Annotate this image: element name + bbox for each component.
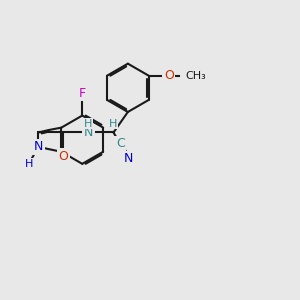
Text: CH₃: CH₃: [185, 71, 206, 81]
Text: H: H: [109, 118, 118, 129]
Text: C: C: [116, 137, 124, 151]
Text: N: N: [124, 152, 133, 165]
Text: O: O: [58, 149, 68, 163]
Text: F: F: [79, 87, 86, 100]
Text: N: N: [84, 126, 93, 139]
Text: O: O: [164, 69, 174, 82]
Text: N: N: [34, 140, 43, 153]
Text: H: H: [25, 159, 33, 169]
Text: H: H: [84, 118, 93, 129]
